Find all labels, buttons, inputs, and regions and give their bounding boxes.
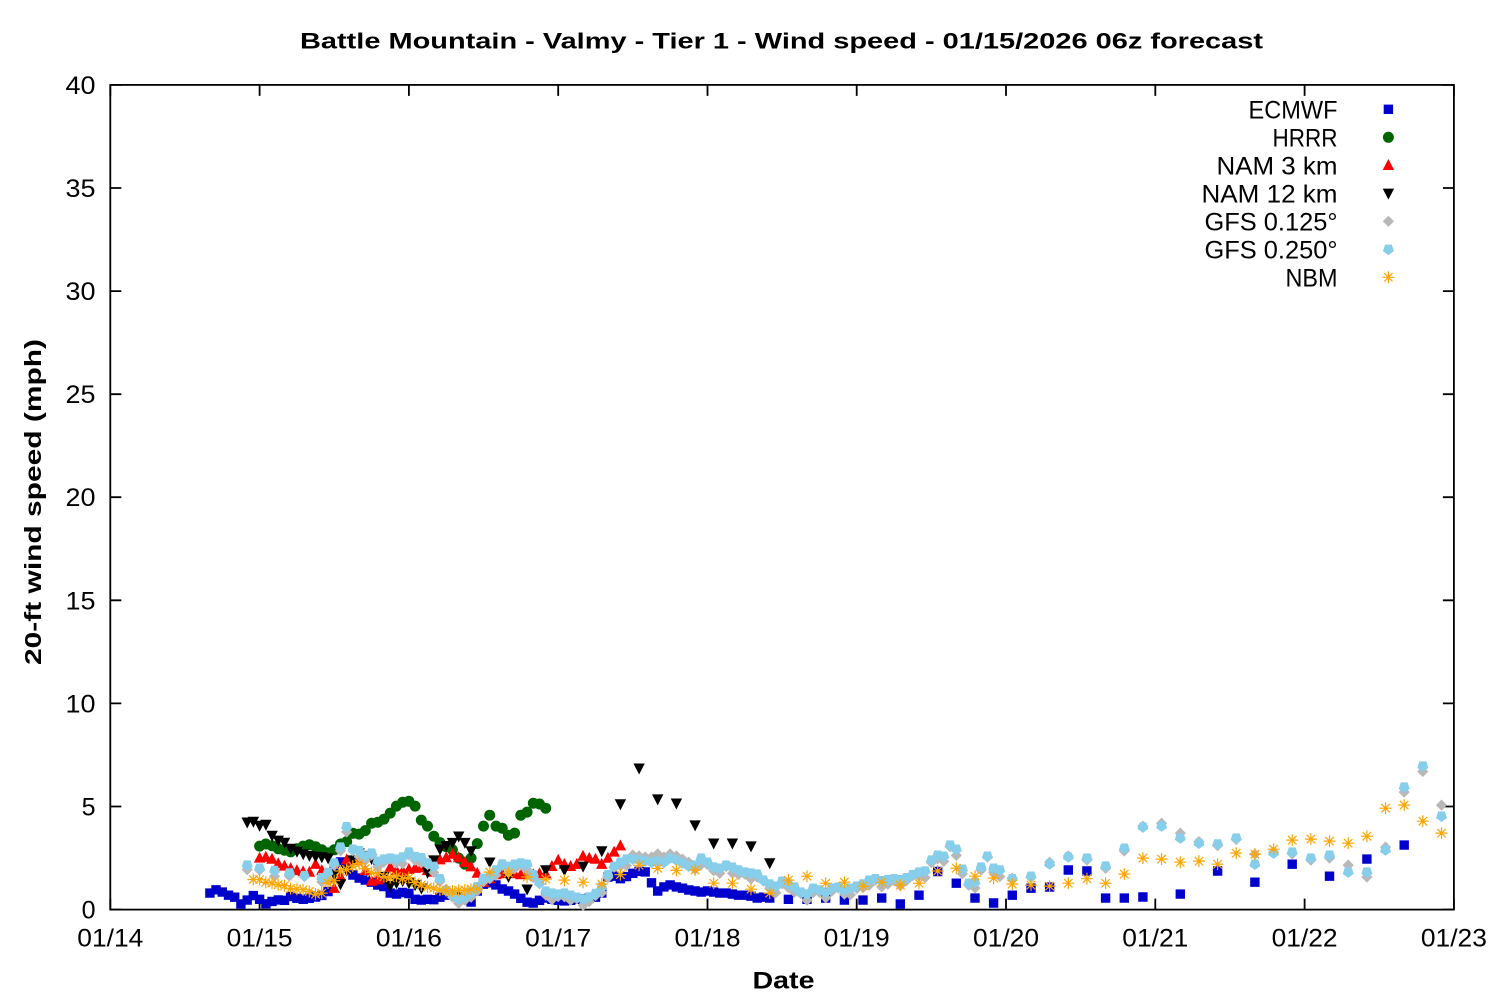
svg-text:01/16: 01/16 [376,925,442,953]
svg-text:20-ft wind speed (mph): 20-ft wind speed (mph) [20,339,46,665]
svg-text:01/17: 01/17 [525,925,591,953]
svg-text:01/14: 01/14 [77,925,143,953]
svg-text:15: 15 [66,587,96,615]
svg-text:0: 0 [82,897,96,925]
svg-text:ECMWF: ECMWF [1249,96,1338,124]
svg-text:GFS 0.125°: GFS 0.125° [1205,208,1338,236]
svg-text:Battle Mountain - Valmy - Tier: Battle Mountain - Valmy - Tier 1 - Wind … [300,29,1264,54]
svg-text:GFS 0.250°: GFS 0.250° [1205,236,1338,264]
svg-text:01/21: 01/21 [1122,925,1188,953]
svg-text:01/23: 01/23 [1421,925,1487,953]
svg-text:01/22: 01/22 [1272,925,1338,953]
svg-text:30: 30 [66,278,96,306]
svg-text:01/20: 01/20 [973,925,1039,953]
svg-text:20: 20 [66,484,96,512]
svg-text:40: 40 [66,72,96,100]
svg-text:10: 10 [66,690,96,718]
svg-text:NBM: NBM [1286,264,1338,292]
svg-text:NAM 12 km: NAM 12 km [1202,180,1338,208]
svg-text:Date: Date [753,968,815,995]
svg-text:25: 25 [66,381,96,409]
svg-text:35: 35 [66,175,96,203]
svg-text:01/18: 01/18 [675,925,741,953]
svg-text:01/19: 01/19 [824,925,890,953]
svg-text:5: 5 [82,794,96,822]
svg-text:NAM 3 km: NAM 3 km [1217,152,1338,180]
svg-text:HRRR: HRRR [1273,124,1338,152]
svg-text:01/15: 01/15 [227,925,293,953]
